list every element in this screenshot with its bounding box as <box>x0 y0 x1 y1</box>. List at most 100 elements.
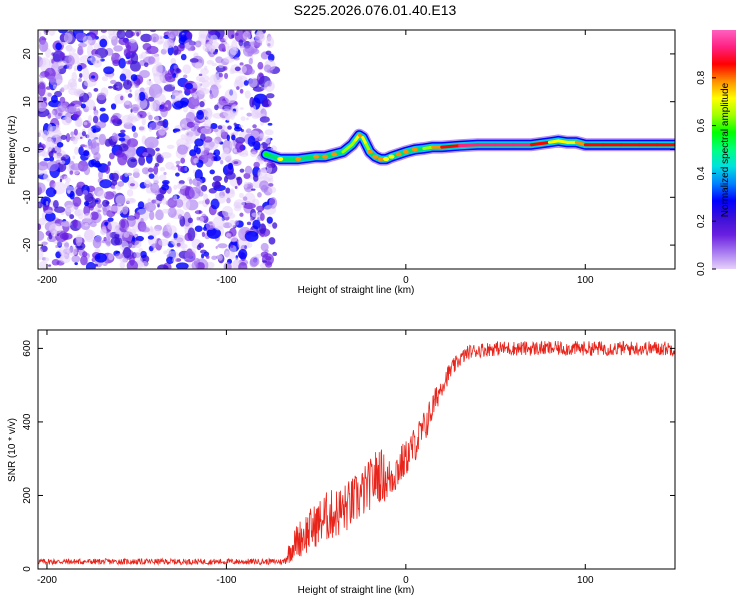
heatmap-noise-cell <box>75 88 85 97</box>
heatmap-noise-cell <box>199 216 205 224</box>
heatmap-noise-cell <box>130 38 136 44</box>
heatmap-noise-cell <box>209 84 219 99</box>
heatmap-noise-cell <box>189 58 199 63</box>
heatmap-noise-cell <box>135 208 150 222</box>
heatmap-noise-cell <box>147 235 155 240</box>
heatmap-noise-cell <box>184 250 196 260</box>
heatmap-noise-cell <box>102 206 108 216</box>
heatmap-noise-cell <box>196 216 200 221</box>
heatmap-noise-cell <box>191 260 199 269</box>
snr-x-tick-label: 0 <box>403 575 409 586</box>
heatmap-noise-cell <box>150 33 160 43</box>
heatmap-noise-cell <box>227 125 232 130</box>
heatmap-noise-cell <box>265 261 273 268</box>
heatmap-noise-cell <box>111 172 119 182</box>
heatmap-noise-cell <box>243 181 248 189</box>
heatmap-noise-cell <box>251 212 259 218</box>
heatmap-noise-cell <box>223 66 228 71</box>
heatmap-noise-cell <box>223 147 230 154</box>
heatmap-noise-cell <box>115 253 124 259</box>
heatmap-noise-cell <box>39 260 48 269</box>
heatmap-noise-cell <box>38 95 43 99</box>
heatmap-noise-cell <box>198 73 203 76</box>
heatmap-noise-cell <box>56 240 63 247</box>
heatmap-noise-cell <box>177 44 185 52</box>
heatmap-noise-cell <box>76 109 83 116</box>
heatmap-noise-cell <box>117 152 128 166</box>
heatmap-noise-cell <box>156 200 160 204</box>
heatmap-noise-cell <box>82 190 89 196</box>
heatmap-noise-cell <box>175 262 189 269</box>
heatmap-noise-cell <box>258 133 265 142</box>
heatmap-trace-spot <box>262 152 269 157</box>
heatmap-noise-cell <box>204 198 210 205</box>
heatmap-noise-cell <box>217 195 227 204</box>
heatmap-noise-cell <box>44 211 56 222</box>
heatmap-noise-cell <box>254 31 266 43</box>
snr-y-tick-label: 600 <box>22 340 33 357</box>
heatmap-noise-cell <box>230 244 234 248</box>
heatmap-noise-cell <box>126 260 139 269</box>
heatmap-noise-cell <box>226 197 231 204</box>
heatmap-noise-cell <box>239 62 244 66</box>
heatmap-noise-cell <box>228 219 236 228</box>
heatmap-noise-cell <box>207 30 216 36</box>
heatmap-noise-cell <box>177 144 188 155</box>
heatmap-noise-cell <box>156 136 160 140</box>
heatmap-noise-cell <box>38 248 44 261</box>
heatmap-trace-hotspot <box>556 139 569 144</box>
heatmap-noise-cell <box>209 169 215 175</box>
heatmap-noise-cell <box>73 68 78 72</box>
heatmap-noise-cell <box>120 95 124 101</box>
heatmap-noise-cell <box>82 251 88 257</box>
heatmap-noise-cell <box>226 134 231 142</box>
heatmap-noise-cell <box>127 138 139 148</box>
heatmap-noise-cell <box>158 174 167 181</box>
heatmap-noise-cell <box>139 222 147 232</box>
heatmap-noise-cell <box>48 223 63 234</box>
heatmap-noise-cell <box>48 75 56 83</box>
heatmap-noise-cell <box>143 62 149 68</box>
heatmap-noise-cell <box>107 161 111 166</box>
heatmap-noise-cell <box>149 30 157 33</box>
heatmap-noise-cell <box>228 251 236 260</box>
heatmap-noise-cell <box>239 212 244 217</box>
heatmap-noise-cell <box>240 116 246 121</box>
heatmap-noise-cell <box>96 142 100 146</box>
heatmap-noise-cell <box>172 45 179 56</box>
heatmap-noise-cell <box>162 180 170 185</box>
heatmap-trace-hotspot <box>440 144 462 149</box>
heatmap-noise-cell <box>260 144 263 149</box>
colorbar-tick-label: 0.8 <box>696 70 707 84</box>
heatmap-noise-cell <box>244 165 253 175</box>
heatmap-noise-cell <box>119 114 123 118</box>
heatmap-noise-cell <box>121 114 133 125</box>
colorbar: 0.0 0.2 0.4 0.6 0.8 Normalized spectral ampl… <box>696 30 736 276</box>
heatmap-noise-cell <box>257 61 264 70</box>
heatmap-noise-cell <box>185 134 192 142</box>
heatmap-trace-hotspot <box>422 145 435 151</box>
heatmap-noise-cell <box>64 181 70 188</box>
heatmap-noise-cell <box>114 93 126 104</box>
heatmap-noise-cell <box>92 115 99 124</box>
heatmap-noise-cell <box>134 114 141 122</box>
heatmap-noise-cell <box>41 241 48 246</box>
heatmap-noise-cell <box>210 34 218 43</box>
heatmap-noise-cell <box>55 244 59 249</box>
heatmap-noise-cell <box>65 204 75 213</box>
heatmap-noise-cell <box>225 171 236 180</box>
heatmap-noise-cell <box>97 190 107 199</box>
heatmap-noise-cell <box>206 40 213 50</box>
heatmap-noise-cell <box>83 165 91 176</box>
heatmap-noise-cell <box>201 231 206 237</box>
heatmap-noise-cell <box>161 208 170 214</box>
heatmap-noise-cell <box>113 45 124 52</box>
snr-x-tick-label: -200 <box>37 575 57 586</box>
heatmap-noise-cell <box>192 177 203 187</box>
heatmap-noise-cell <box>104 221 109 226</box>
heatmap-noise-cell <box>186 31 193 39</box>
heatmap-noise-cell <box>181 198 191 211</box>
heatmap-noise-cell <box>38 230 45 241</box>
heatmap-noise-cell <box>118 137 126 142</box>
heatmap-noise-cell <box>233 122 237 126</box>
